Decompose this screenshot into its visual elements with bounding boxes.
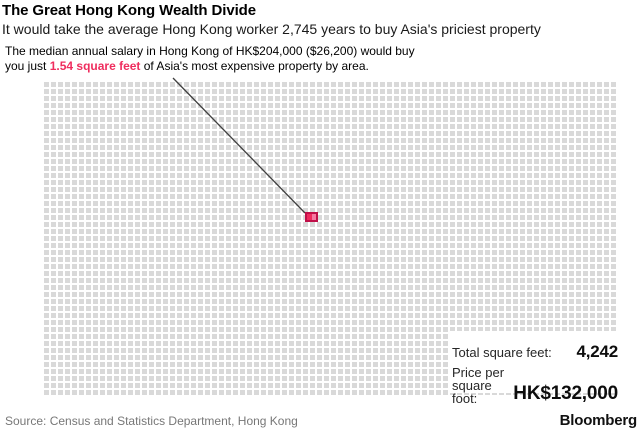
highlighted-square (305, 212, 318, 222)
price-per-square-foot-value: HK$132,000 (513, 383, 618, 404)
total-square-feet-value: 4,242 (576, 342, 618, 361)
price-per-square-foot-label: Price per square foot: (452, 365, 505, 406)
page-title: The Great Hong Kong Wealth Divide (2, 2, 256, 19)
waffle-grid (44, 82, 618, 397)
source-note: Source: Census and Statistics Department… (5, 414, 298, 428)
page-subtitle: It would take the average Hong Kong work… (2, 21, 541, 37)
stat-row-price: Price per square foot: HK$132,000 (452, 366, 618, 405)
stats-panel: Total square feet: 4,242 Price per squar… (450, 331, 640, 405)
annotation-line1: The median annual salary in Hong Kong of… (5, 44, 415, 58)
bloomberg-logo: Bloomberg (559, 412, 638, 429)
total-square-feet-label: Total square feet: (452, 345, 552, 360)
annotation-highlight-value: 1.54 square feet (49, 59, 141, 73)
annotation-line2-post: of Asia's most expensive property by are… (140, 59, 369, 73)
annotation-text: The median annual salary in Hong Kong of… (5, 44, 415, 74)
stat-row-total: Total square feet: 4,242 (452, 342, 618, 362)
annotation-line2-pre: you just (5, 59, 50, 73)
